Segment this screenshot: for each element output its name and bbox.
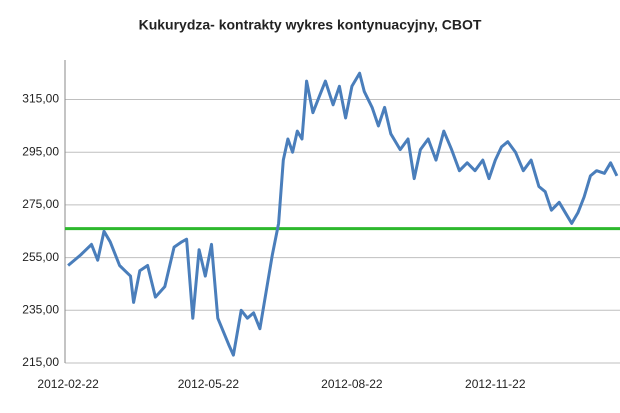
y-tick-label: 255,00 bbox=[22, 250, 59, 264]
y-tick-label: 275,00 bbox=[22, 197, 59, 211]
y-tick-label: 215,00 bbox=[22, 355, 59, 369]
price-line bbox=[67, 71, 619, 357]
y-tick-label: 295,00 bbox=[22, 144, 59, 158]
y-tick-label: 315,00 bbox=[22, 92, 59, 106]
x-tick-label: 2012-11-22 bbox=[465, 377, 526, 391]
x-tick-label: 2012-05-22 bbox=[178, 377, 240, 391]
x-tick-label: 2012-08-22 bbox=[321, 377, 383, 391]
y-tick-label: 235,00 bbox=[22, 302, 59, 316]
chart-title: Kukurydza- kontrakty wykres kontynuacyjn… bbox=[139, 17, 482, 33]
x-tick-label: 2012-02-22 bbox=[37, 377, 99, 391]
